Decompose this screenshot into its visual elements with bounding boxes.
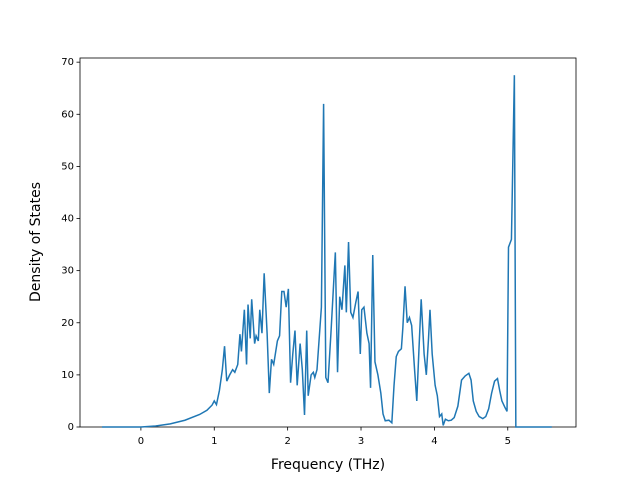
line: [102, 75, 552, 428]
y-tick-label: 60: [61, 109, 74, 120]
x-tick-label: 4: [431, 436, 437, 447]
x-tick-label: 1: [211, 436, 217, 447]
x-tick-label: 5: [505, 436, 511, 447]
x-tick-label: 0: [138, 436, 144, 447]
x-tick-label: 3: [358, 436, 364, 447]
plot-frame: [79, 57, 577, 428]
x-axis-label: Frequency (THz): [271, 457, 385, 473]
y-tick-label: 0: [68, 422, 74, 433]
y-axis-label: Density of States: [28, 182, 44, 302]
x-tick-label: 2: [284, 436, 290, 447]
y-tick-label: 30: [61, 266, 74, 277]
y-tick-label: 40: [61, 214, 74, 225]
y-tick-label: 70: [61, 57, 74, 68]
y-tick-label: 50: [61, 161, 74, 172]
y-tick-label: 20: [61, 318, 74, 329]
y-tick-label: 10: [61, 370, 74, 381]
